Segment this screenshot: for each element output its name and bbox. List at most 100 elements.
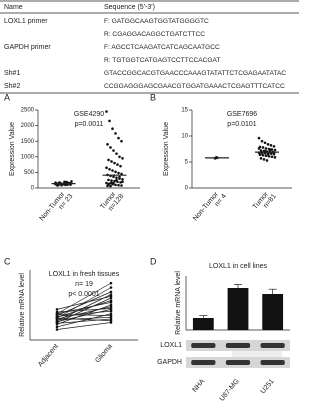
- dot: [119, 181, 122, 184]
- blot-label: LOXL1: [160, 342, 182, 349]
- dot: [105, 166, 108, 170]
- blot-band: [191, 360, 216, 365]
- panel-label: D: [150, 256, 157, 266]
- pair-line: [56, 317, 112, 322]
- dot: [105, 181, 108, 185]
- dot: [109, 321, 113, 324]
- pair-line: [56, 313, 112, 328]
- dot: [261, 146, 265, 149]
- dot: [120, 184, 123, 187]
- dot: [262, 158, 266, 161]
- y-tick-label: 0: [31, 186, 35, 192]
- dot: [269, 148, 273, 151]
- y-axis-label: Relative mRNA level: [19, 273, 26, 337]
- dot: [109, 301, 113, 304]
- annotation: p< 0.0001: [68, 291, 99, 298]
- y-tick-label: 5: [185, 160, 189, 166]
- y-tick-label: 10: [181, 134, 188, 140]
- dot: [113, 179, 116, 183]
- dot: [108, 167, 111, 171]
- dot: [269, 144, 273, 147]
- dot: [265, 159, 269, 162]
- pair-line: [56, 322, 112, 330]
- pair-line: [56, 314, 112, 316]
- dot: [109, 286, 113, 289]
- dot: [55, 316, 59, 320]
- blot-band: [191, 343, 216, 348]
- blot-band: [225, 360, 251, 365]
- sequence: F: GATGGCAAGTGGTATGGGGTC: [104, 18, 209, 25]
- panel-label: B: [150, 92, 156, 102]
- dot: [119, 164, 122, 168]
- dot: [109, 309, 113, 313]
- dot: [273, 148, 277, 152]
- dot: [259, 149, 263, 152]
- dot: [106, 143, 109, 146]
- pair-line: [56, 295, 112, 310]
- y-tick-label: 0: [185, 186, 189, 192]
- blot-band: [225, 343, 251, 348]
- dot: [259, 157, 263, 160]
- x-tick-label: NHA: [191, 378, 206, 394]
- y-axis-label: Relative mRNA level: [175, 271, 182, 335]
- x-tick-label: U251: [259, 378, 275, 395]
- pair-line: [56, 294, 112, 322]
- dot: [117, 183, 120, 187]
- pair-line: [56, 318, 112, 324]
- dot: [113, 161, 116, 165]
- dot: [114, 183, 117, 187]
- dot: [117, 136, 120, 140]
- y-tick-label: 500: [24, 170, 35, 176]
- dot: [109, 296, 113, 300]
- y-tick-label: 1500: [21, 139, 35, 145]
- y-axis-label: Expression Value: [163, 122, 170, 176]
- dot: [109, 146, 112, 149]
- row-name: GAPDH primer: [4, 44, 51, 51]
- bar: [262, 294, 284, 330]
- dot: [110, 160, 113, 163]
- table-header: Name: [4, 4, 23, 11]
- dot: [115, 152, 118, 155]
- dot: [112, 149, 115, 152]
- dot: [260, 139, 264, 143]
- dot: [109, 290, 113, 294]
- pair-line: [56, 308, 112, 313]
- dot: [110, 181, 113, 184]
- pair-line: [56, 304, 112, 325]
- pair-line: [56, 302, 112, 315]
- dot: [109, 184, 112, 188]
- dot: [120, 139, 123, 143]
- y-tick-label: 2500: [21, 108, 35, 114]
- dot: [112, 175, 115, 179]
- dot: [273, 156, 277, 159]
- panel-label: C: [4, 256, 11, 266]
- y-axis-label: Expression Value: [9, 122, 16, 176]
- dot: [118, 155, 121, 159]
- dot: [55, 313, 59, 316]
- table-header: Sequence (5'-3'): [104, 4, 155, 11]
- dot: [65, 180, 68, 184]
- dot: [111, 127, 114, 131]
- dot: [107, 182, 110, 186]
- y-tick-label: 1000: [21, 154, 35, 160]
- dot: [108, 119, 111, 123]
- chart-title: GSE7696: [227, 111, 257, 118]
- dot: [257, 147, 261, 150]
- pair-line: [56, 310, 112, 317]
- x-tick-label: Glioma: [94, 343, 114, 365]
- y-tick-label: 2000: [21, 123, 35, 129]
- dot: [109, 281, 113, 285]
- dot: [257, 136, 261, 140]
- dot: [266, 143, 270, 146]
- dot: [272, 145, 276, 148]
- sequence: F: AGCCTCAAGATCATCAGCAATGCC: [104, 44, 220, 51]
- chart-title: LOXL1 in fresh tissues: [49, 271, 120, 278]
- annotation: n= 19: [75, 281, 93, 288]
- figure: Name Sequence (5'-3') LOXL1 primer F: GAT…: [0, 0, 299, 402]
- dot: [118, 175, 121, 179]
- dot: [261, 153, 265, 157]
- dot: [114, 170, 117, 174]
- row-name: Sh#1: [4, 70, 20, 77]
- pair-line: [56, 282, 112, 315]
- sequence: CCGGAGGGAGCGAACGTGGATGAAACTCGAGTTTCATCC: [104, 83, 285, 90]
